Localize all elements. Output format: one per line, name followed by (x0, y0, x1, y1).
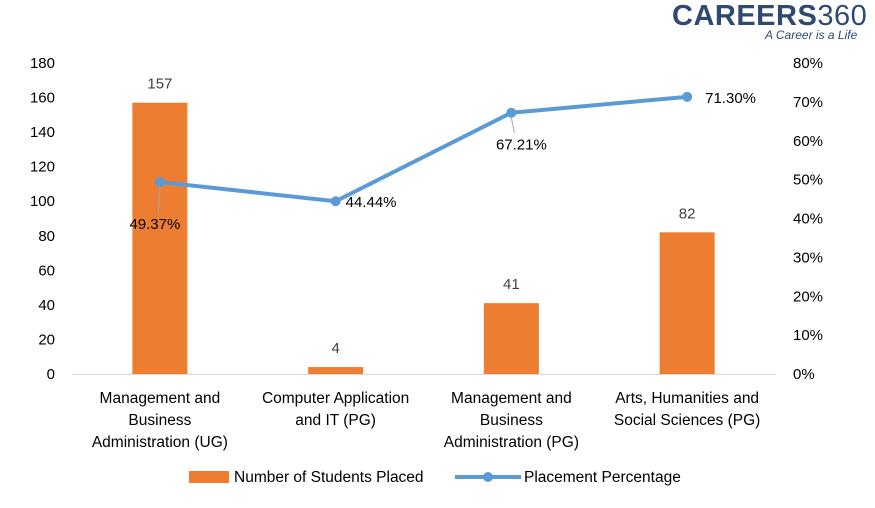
x-category-label-line: Management and (451, 390, 572, 407)
bar (659, 232, 715, 374)
line-data-label: 44.44% (346, 194, 397, 211)
bar-data-label: 82 (679, 205, 696, 222)
line-series-placement-percentage (157, 94, 690, 204)
x-category-label-line: Computer Application (262, 390, 409, 407)
x-category-label-line: Administration (PG) (444, 434, 579, 451)
y-right-tick-label: 60% (793, 133, 823, 150)
x-category-label: Management and Business Administration (PG… (444, 390, 579, 451)
y-left-tick-label: 140 (30, 124, 55, 141)
data-label-leader-line (157, 187, 161, 213)
legend-label: Placement Percentage (524, 469, 681, 486)
x-category-label-line: Business (128, 412, 191, 429)
x-category-label-line: Arts, Humanities and (615, 390, 759, 407)
line-point (330, 196, 341, 207)
bar-data-label: 4 (331, 340, 339, 357)
y-left-tick-label: 180 (30, 55, 55, 72)
y-left-tick-label: 0 (47, 366, 55, 383)
y-right-tick-label: 30% (793, 249, 823, 266)
y-right-tick-label: 40% (793, 211, 823, 228)
legend-swatch-bar (189, 471, 229, 483)
data-label-leader-line (510, 117, 515, 133)
bar (483, 303, 539, 374)
x-category-label: Arts, Humanities and Social Sciences (PG) (614, 390, 760, 429)
y-left-tick-label: 80 (38, 228, 55, 245)
y-left-tick-label: 60 (38, 262, 55, 279)
line-data-label: 49.37% (129, 216, 180, 233)
x-category-label: Computer Application and IT (PG) (262, 390, 409, 429)
logo-number: 360 (817, 0, 868, 32)
line-point (682, 91, 693, 102)
legend-swatch-marker (483, 472, 493, 482)
bar (308, 367, 364, 374)
y-left-tick-label: 120 (30, 159, 55, 176)
logo-tagline: A Career is a Life (765, 28, 858, 42)
y-left-tick-label: 100 (30, 193, 55, 210)
y-left-tick-label: 20 (38, 331, 55, 348)
line-point (506, 107, 517, 118)
y-right-tick-label: 10% (793, 327, 823, 344)
careers360-logo: CAREERS360 (672, 0, 867, 33)
y-left-tick-label: 40 (38, 297, 55, 314)
line-data-label: 67.21% (496, 137, 547, 154)
y-right-tick-label: 70% (793, 94, 823, 111)
y-left-tick-label: 160 (30, 90, 55, 107)
legend-label: Number of Students Placed (234, 469, 424, 486)
bar (132, 102, 188, 374)
x-category-label: Management and Business Administration (UG… (92, 390, 228, 451)
y-right-tick-label: 0% (793, 366, 815, 383)
x-category-label-line: Administration (UG) (92, 434, 228, 451)
line-data-label: 71.30% (705, 90, 756, 107)
bar-data-label: 41 (503, 276, 520, 293)
bar-data-label: 157 (147, 76, 172, 93)
x-category-label-line: and IT (PG) (295, 412, 376, 429)
x-category-label-line: Social Sciences (PG) (614, 412, 760, 429)
line-point (154, 177, 165, 188)
x-category-label-line: Business (480, 412, 543, 429)
y-right-tick-label: 20% (793, 288, 823, 305)
x-category-label-line: Management and (100, 390, 221, 407)
y-right-tick-label: 80% (793, 55, 823, 72)
logo-brand: CAREERS (672, 0, 818, 32)
y-right-tick-label: 50% (793, 172, 823, 189)
